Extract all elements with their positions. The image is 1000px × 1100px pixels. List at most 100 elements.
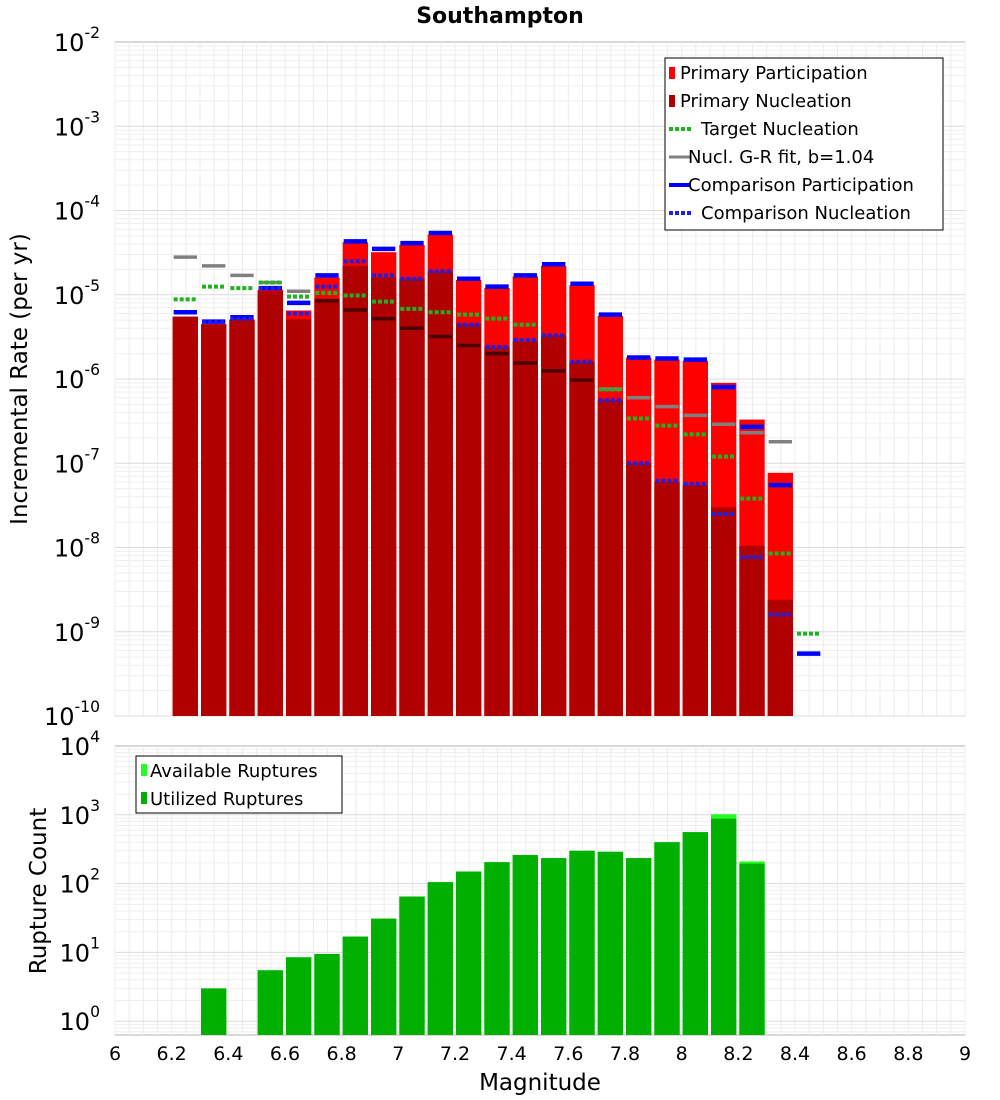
rupture-count-plot-y-label: Rupture Count <box>26 808 52 974</box>
legend-box <box>664 57 944 231</box>
primary-nucleation-bar <box>399 278 425 716</box>
utilized-ruptures-bar <box>456 871 482 1035</box>
utilized-ruptures-bar <box>257 970 283 1035</box>
utilized-ruptures-bar <box>682 832 708 1035</box>
legend-label: Target Nucleation <box>700 119 859 140</box>
y-tick-label: 103 <box>60 797 100 830</box>
x-tick-label: 7.4 <box>497 1043 527 1065</box>
y-tick-label: 10-8 <box>54 530 100 563</box>
x-tick-label: 6.2 <box>157 1043 187 1065</box>
legend-label: Nucl. G-R fit, b=1.04 <box>688 147 874 168</box>
rupture-count-plot-y-ticks: 100 101 102 103 104 <box>60 728 101 1036</box>
y-tick-label: 104 <box>60 728 101 761</box>
utilized-ruptures-bar <box>399 896 425 1035</box>
primary-nucleation-bar <box>739 545 765 716</box>
primary-nucleation-bar <box>626 463 652 716</box>
x-tick-label: 7.2 <box>440 1043 470 1065</box>
y-tick-label: 10-7 <box>54 445 100 478</box>
y-tick-label: 10-4 <box>54 193 100 226</box>
x-tick-label: 7.8 <box>610 1043 640 1065</box>
rate-plot: 10-10 10-9 10-8 10-7 10-6 10-5 10-4 10-3 10-2 In… <box>7 24 966 731</box>
utilized-ruptures-bar <box>654 842 680 1035</box>
x-tick-label: 8.8 <box>893 1043 923 1065</box>
utilized-ruptures-bar <box>371 918 397 1035</box>
primary-nucleation-bar <box>257 291 283 716</box>
rupture-count-plot: 100 101 102 103 104 6 6.2 6.4 6.6 6.8 7 7.2 7.4 7.6 7… <box>26 728 971 1096</box>
primary-nucleation-bar <box>654 481 680 716</box>
legend-swatch <box>669 67 675 79</box>
primary-nucleation-bar <box>711 507 737 716</box>
x-tick-label: 7 <box>392 1043 404 1065</box>
legend-label: Comparison Participation <box>688 175 914 196</box>
x-tick-label: 8.6 <box>837 1043 867 1065</box>
rate-plot-y-ticks: 10-10 10-9 10-8 10-7 10-6 10-5 10-4 10-3 10-2 <box>44 24 100 731</box>
y-tick-label: 10-10 <box>44 698 100 731</box>
primary-nucleation-bar <box>172 316 198 716</box>
primary-nucleation-bar <box>767 599 793 716</box>
y-tick-label: 10-9 <box>54 614 100 647</box>
primary-nucleation-bar <box>201 324 227 716</box>
x-tick-label: 6 <box>109 1043 121 1065</box>
primary-nucleation-bar <box>371 277 397 716</box>
x-tick-label: 6.6 <box>270 1043 300 1065</box>
x-tick-label: 6.4 <box>213 1043 243 1065</box>
primary-nucleation-bar <box>541 335 567 716</box>
utilized-ruptures-bar <box>201 988 227 1035</box>
primary-nucleation-bar <box>342 265 368 716</box>
legend-label: Comparison Nucleation <box>701 203 911 224</box>
legend-label: Available Ruptures <box>150 761 318 782</box>
rate-plot-lines <box>173 230 821 656</box>
x-tick-label: 7.6 <box>553 1043 583 1065</box>
utilized-ruptures-bar <box>314 953 340 1035</box>
primary-nucleation-bar <box>569 361 595 716</box>
primary-nucleation-bar <box>597 400 623 716</box>
utilized-ruptures-bar <box>597 851 623 1035</box>
primary-nucleation-bar <box>427 271 453 716</box>
primary-nucleation-bar <box>456 323 482 716</box>
utilized-ruptures-bar <box>711 818 737 1035</box>
y-tick-label: 10-3 <box>54 108 100 141</box>
rupture-count-plot-x-ticks: 6 6.2 6.4 6.6 6.8 7 7.2 7.4 7.6 7.8 8 8.2 8.4 8.6 8.8 9 <box>109 1043 971 1065</box>
y-tick-label: 100 <box>60 1003 100 1036</box>
rate-plot-y-label: Incremental Rate (per yr) <box>7 233 33 525</box>
legend-label: Primary Participation <box>680 63 868 84</box>
x-tick-label: 8.2 <box>723 1043 753 1065</box>
rupture-count-plot-bars <box>201 814 765 1035</box>
utilized-ruptures-bar <box>739 863 765 1035</box>
y-tick-label: 10-5 <box>54 277 100 310</box>
rupture-count-plot-legend: Available Ruptures Utilized Ruptures <box>135 755 343 814</box>
x-tick-label: 9 <box>959 1043 971 1065</box>
utilized-ruptures-bar <box>427 882 453 1035</box>
utilized-ruptures-bar <box>541 858 567 1035</box>
primary-nucleation-bar <box>682 485 708 716</box>
primary-nucleation-bar <box>484 346 510 716</box>
legend-box <box>135 755 343 814</box>
x-tick-label: 6.8 <box>327 1043 357 1065</box>
utilized-ruptures-bar <box>484 862 510 1035</box>
legend-label: Primary Nucleation <box>680 91 852 112</box>
legend-swatch <box>141 764 147 776</box>
utilized-ruptures-bar <box>512 855 538 1035</box>
primary-nucleation-bar <box>229 320 255 716</box>
rupture-count-plot-x-label: Magnitude <box>479 1070 601 1096</box>
primary-nucleation-bar <box>314 298 340 716</box>
legend-swatch <box>141 792 147 804</box>
y-tick-label: 10-2 <box>54 24 100 57</box>
utilized-ruptures-bar <box>286 957 312 1035</box>
legend-swatch <box>669 95 675 107</box>
x-tick-label: 8 <box>676 1043 688 1065</box>
primary-nucleation-bar <box>512 341 538 716</box>
utilized-ruptures-bar <box>342 936 368 1035</box>
rate-plot-legend: Primary Participation Primary Nucleation T… <box>664 57 944 231</box>
y-tick-label: 101 <box>60 934 100 967</box>
chart-title: Southampton <box>416 4 584 29</box>
legend-label: Utilized Ruptures <box>150 789 303 810</box>
y-tick-label: 10-6 <box>54 361 100 394</box>
utilized-ruptures-bar <box>626 858 652 1035</box>
utilized-ruptures-bar <box>569 850 595 1035</box>
rate-plot-bars <box>172 234 793 717</box>
y-tick-label: 102 <box>60 866 100 899</box>
primary-nucleation-bar <box>286 319 312 716</box>
x-tick-label: 8.4 <box>780 1043 810 1065</box>
